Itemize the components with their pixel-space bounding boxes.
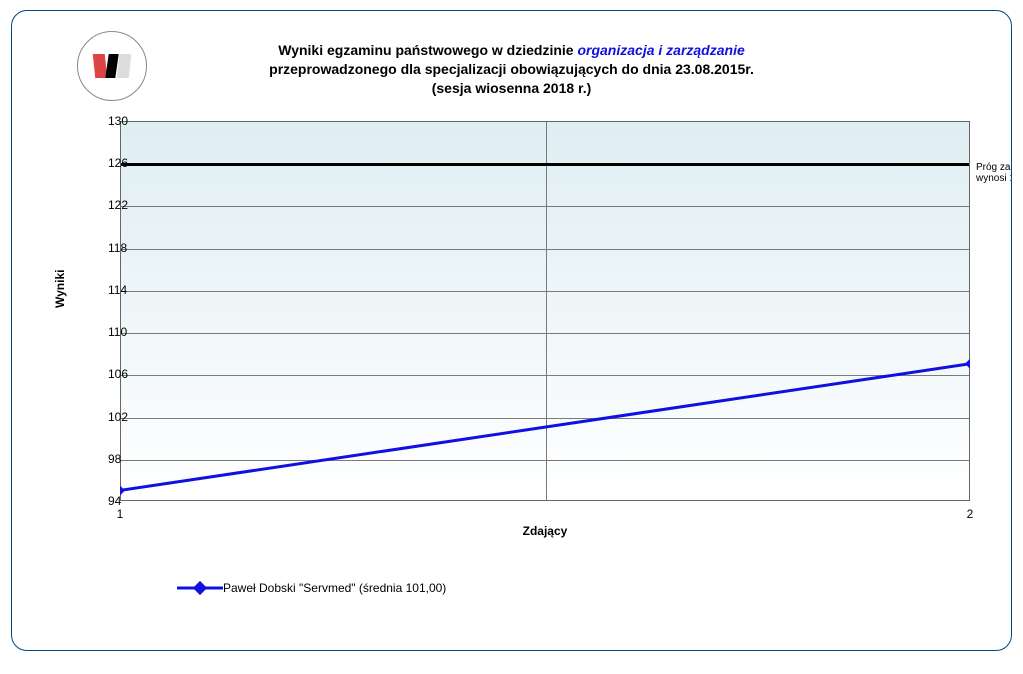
y-tick-label: 114 bbox=[108, 283, 114, 297]
title-line1-pre: Wyniki egzaminu państwowego w dziedzinie bbox=[278, 42, 577, 58]
y-tick-label: 118 bbox=[108, 241, 114, 255]
gridline-h bbox=[121, 460, 969, 461]
threshold-label-l2: wynosi 126 pkt. bbox=[976, 173, 1012, 184]
x-axis-label: Zdający bbox=[120, 524, 970, 538]
gridline-h bbox=[121, 206, 969, 207]
chart-area: 949810210611011411812212613012 bbox=[120, 121, 970, 501]
threshold-label-l1: Próg zaliczenia bbox=[976, 162, 1012, 173]
gridline-h bbox=[121, 333, 969, 334]
chart-title: Wyniki egzaminu państwowego w dziedzinie… bbox=[12, 41, 1011, 98]
gridline-v bbox=[546, 122, 547, 500]
y-tick-label: 122 bbox=[108, 198, 114, 212]
y-tick-label: 106 bbox=[108, 367, 114, 381]
threshold-label: Próg zaliczenia wynosi 126 pkt. bbox=[976, 162, 1012, 184]
legend-label: Paweł Dobski "Servmed" (średnia 101,00) bbox=[223, 581, 446, 595]
title-line3: (sesja wiosenna 2018 r.) bbox=[432, 80, 592, 96]
title-line2: przeprowadzonego dla specjalizacji obowi… bbox=[269, 61, 754, 77]
y-tick-label: 98 bbox=[108, 452, 114, 466]
threshold-line bbox=[121, 163, 969, 166]
title-line1-domain: organizacja i zarządzanie bbox=[577, 42, 744, 58]
x-tick-label: 1 bbox=[117, 507, 124, 521]
plot-background bbox=[120, 121, 970, 501]
y-tick-label: 126 bbox=[108, 156, 114, 170]
y-tick-label: 130 bbox=[108, 114, 114, 128]
gridline-h bbox=[121, 418, 969, 419]
y-tick-label: 102 bbox=[108, 410, 114, 424]
gridline-h bbox=[121, 249, 969, 250]
page-card: Wyniki egzaminu państwowego w dziedzinie… bbox=[11, 10, 1012, 651]
y-tick-label: 94 bbox=[108, 494, 114, 508]
x-tick-label: 2 bbox=[967, 507, 974, 521]
legend-swatch bbox=[177, 581, 223, 595]
gridline-h bbox=[121, 291, 969, 292]
gridline-h bbox=[121, 375, 969, 376]
y-tick-label: 110 bbox=[108, 325, 114, 339]
legend: Paweł Dobski "Servmed" (średnia 101,00) bbox=[177, 581, 446, 595]
y-axis-label: Wyniki bbox=[53, 270, 67, 308]
